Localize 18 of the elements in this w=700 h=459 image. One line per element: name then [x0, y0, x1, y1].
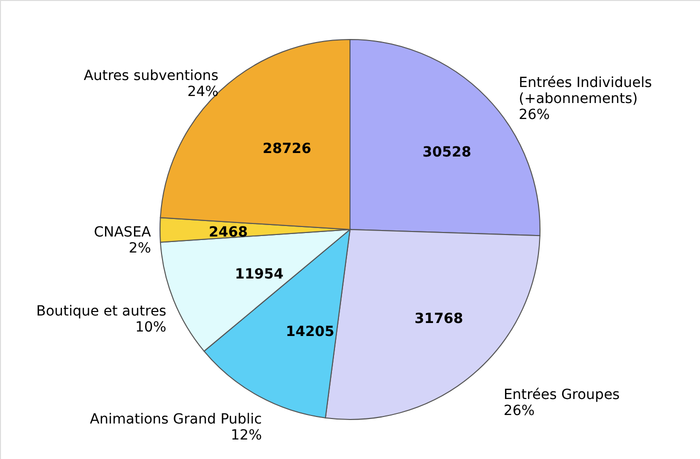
- slice-label: CNASEA: [94, 224, 152, 241]
- text: 24%: [187, 84, 218, 100]
- text: 26%: [504, 403, 535, 420]
- data-label: 14205: [286, 324, 334, 340]
- slice-label: Entrées Groupes: [504, 387, 620, 404]
- slice-label: Entrées Individuels (+abonnements): [518, 75, 652, 108]
- text: 10%: [135, 320, 166, 336]
- data-label: 28726: [262, 140, 312, 157]
- data-label: 2468: [208, 224, 248, 240]
- data-label: 31768: [414, 310, 464, 327]
- text: 12%: [230, 428, 262, 444]
- data-label: 11954: [234, 266, 284, 282]
- data-label: 30528: [422, 144, 472, 161]
- slice-label: Autres subventions: [84, 68, 218, 84]
- slice-label: Boutique et autres: [36, 304, 166, 320]
- slice-label: Animations Grand Public: [90, 412, 262, 428]
- text: 26%: [518, 107, 550, 124]
- text: 2%: [128, 240, 151, 257]
